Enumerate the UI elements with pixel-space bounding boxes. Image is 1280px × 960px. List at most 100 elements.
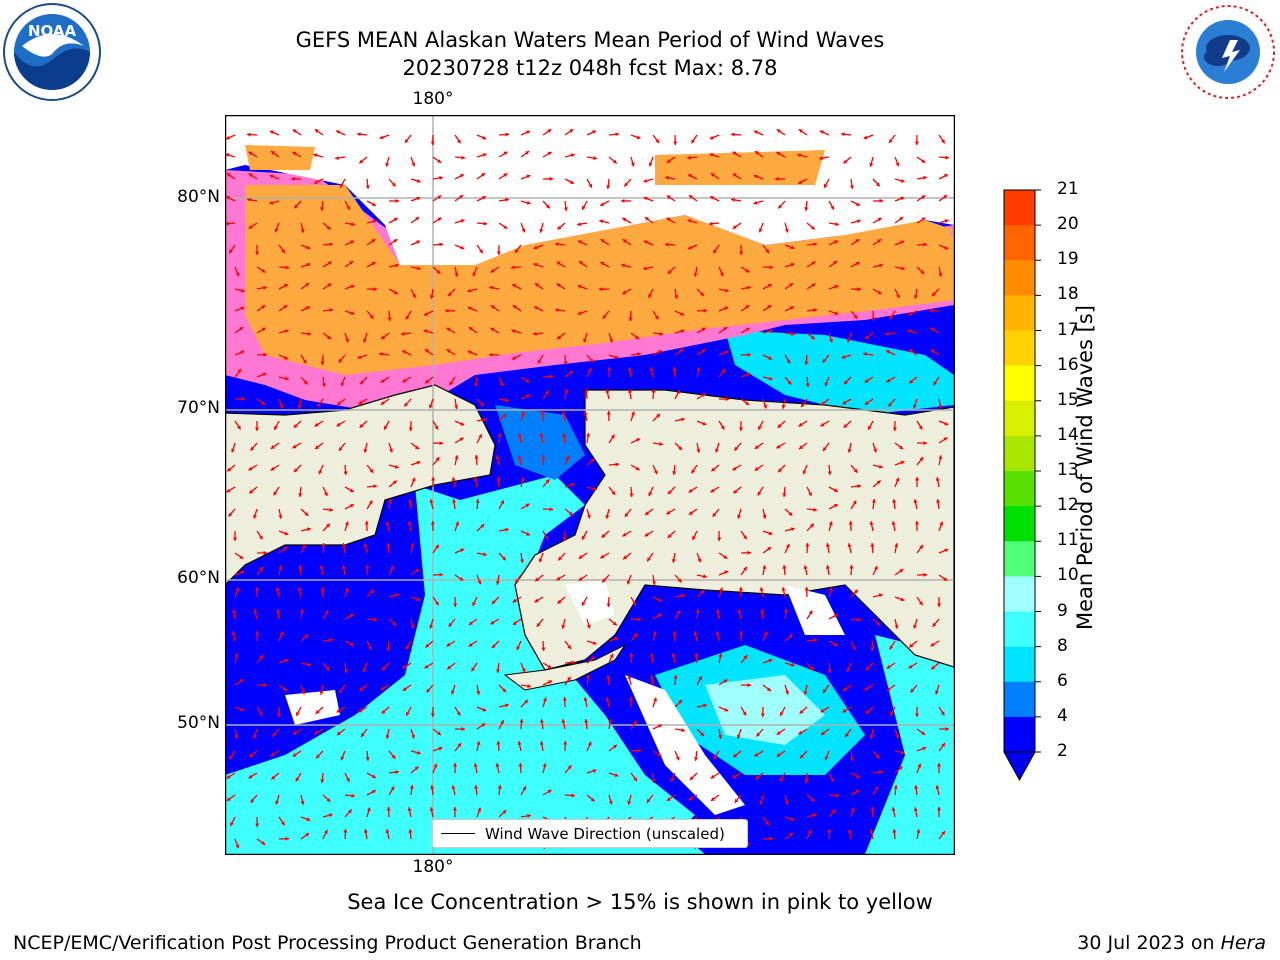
wave-arrow-head [600,239,605,243]
colorbar-tick-label: 14 [1057,424,1079,445]
wave-arrow-head [805,383,810,387]
wave-arrow-head [601,533,606,538]
wave-arrow-head [917,763,922,768]
wave-arrow-head [886,378,891,383]
wave-arrow-head [819,130,824,135]
wave-arrow-head [557,599,562,604]
wave-arrow-head [227,467,232,472]
wave-arrow-head [255,823,260,827]
wave-arrow-head [738,587,743,591]
wave-arrow-head [445,308,449,313]
wave-arrow-head [539,719,544,723]
wave-arrow-head [459,576,464,581]
wave-arrow-head [394,263,399,268]
wave-arrow-head [483,221,487,226]
wave-arrow-head [520,559,525,563]
wave-arrow-head [250,798,255,803]
wave-arrow-head [338,358,343,363]
wave-arrow-head [907,329,912,334]
wave-arrow-head [248,774,253,779]
wave-arrow-head [386,647,391,651]
wave-arrow-head [622,239,627,243]
wave-arrow-head [852,646,856,650]
wave-arrow-head [512,284,517,288]
wave-arrow-head [808,610,813,615]
wave-arrow-head [226,797,231,801]
wave-arrow-head [710,488,715,493]
wave-arrow-head [718,653,723,657]
wave-arrow-head [759,587,764,591]
wave-arrow-head [777,423,782,428]
wave-arrow-head [758,228,763,233]
wave-arrow-head [408,499,413,503]
wave-arrow-head [590,656,595,661]
wave-arrow-head [886,664,891,669]
wave-arrow-head [754,466,759,471]
wave-arrow-head [254,587,259,591]
wave-arrow-head [914,141,919,145]
wave-arrow-head [909,379,914,384]
noaa-logo: NOAA [2,2,102,102]
wave-arrow-head [258,535,263,540]
wave-arrow-head [313,153,318,158]
wave-arrow-head [584,389,589,393]
wave-arrow-head [629,493,634,497]
wave-arrow-head [825,543,830,547]
wave-arrow-head [754,151,759,155]
wave-arrow-head [452,499,457,503]
wave-arrow-head [261,268,266,273]
wave-arrow-head [693,631,698,635]
footer-date: 30 Jul 2023 on [1077,932,1221,954]
wave-arrow-head [938,455,943,459]
wave-arrow-head [732,466,737,471]
colorbar-segment [1004,365,1035,402]
wave-arrow-head [846,338,851,343]
wave-arrow-head [939,521,944,526]
wave-arrow-head [358,708,363,713]
wave-arrow-head [226,196,231,200]
wave-arrow-head [798,129,803,133]
wave-arrow-head [739,631,744,635]
wave-arrow-head [895,162,900,167]
wave-arrow-head [941,139,945,144]
wave-arrow-head [938,273,943,277]
wave-arrow-head [480,402,484,407]
wave-arrow-head [675,756,680,761]
ice-note: Sea Ice Concentration > 15% is shown in … [347,890,933,914]
wave-arrow-head [666,159,671,163]
wave-arrow-head [369,314,374,319]
wave-arrow-head [871,317,876,321]
wave-arrow-head [236,425,241,430]
wave-arrow-head [284,658,289,663]
wave-arrow-head [781,405,786,409]
wave-arrow-head [279,404,284,409]
wave-arrow-head [879,263,883,268]
wave-arrow-head [869,521,874,525]
colorbar-tick-label: 16 [1057,354,1079,375]
wave-arrow-head [606,603,611,607]
footer-right: 30 Jul 2023 on Hera [1077,932,1266,954]
wave-arrow-head [283,687,288,691]
wave-arrow-head [870,647,875,651]
wave-arrow-head [283,305,288,309]
wave-arrow-head [732,774,737,779]
wave-arrow-head [411,477,416,482]
wave-arrow-head [502,810,507,815]
wave-arrow-head [847,829,852,833]
wave-arrow-head [262,372,267,377]
wave-arrow-head [658,724,662,729]
wave-arrow-head [624,512,629,517]
wave-arrow-head [651,581,656,585]
map-panel [225,115,955,855]
wave-arrow-head [825,565,830,569]
wave-arrow-head [889,139,893,143]
wave-arrow-head [753,200,758,205]
wave-arrow-head [767,547,772,551]
wave-arrow-head [570,483,575,487]
wave-arrow-head [569,129,574,133]
wave-arrow-head [296,711,300,716]
wave-arrow-head [676,610,680,615]
wave-arrow-head [776,753,781,757]
wave-arrow-head [587,367,592,372]
wave-arrow-head [490,620,495,625]
